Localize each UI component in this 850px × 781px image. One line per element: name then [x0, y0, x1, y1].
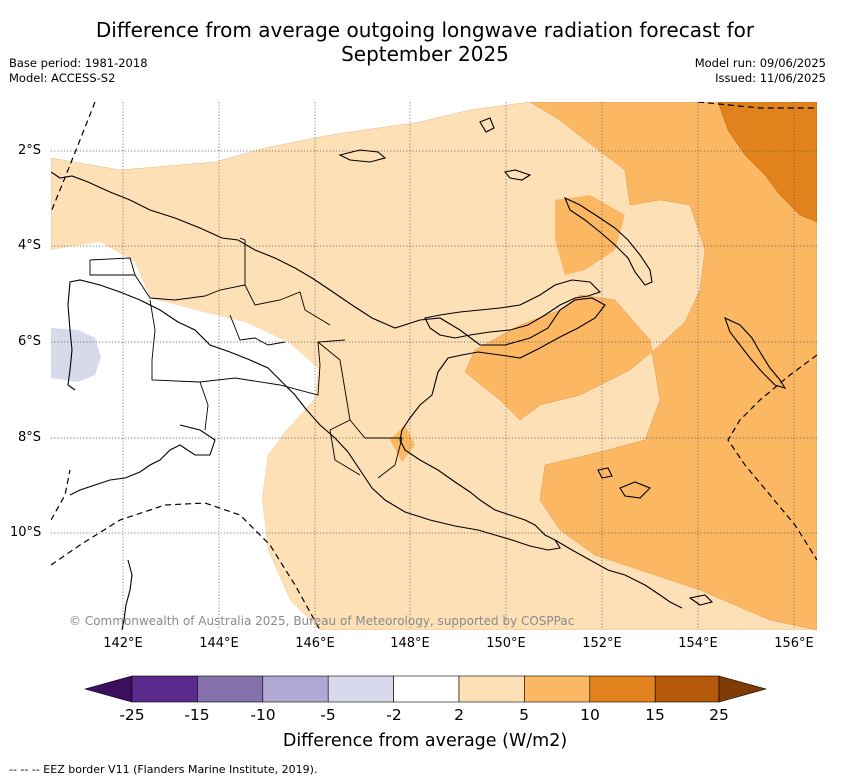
milne-bay-island-coastline	[688, 594, 714, 606]
model-run: Model run: 09/06/2025	[694, 56, 826, 70]
base-period: Base period: 1981-2018	[9, 56, 148, 70]
mussau-coastline	[479, 117, 495, 133]
map-title: Difference from average outgoing longwav…	[0, 18, 850, 66]
colorbar-tick: 5	[519, 706, 529, 724]
colorbar-tick: -5	[320, 706, 336, 724]
colorbar-segment	[197, 675, 264, 703]
colorbar-segment	[524, 675, 591, 703]
anomaly-band-10-15	[717, 102, 817, 223]
lavongai-coastline	[503, 169, 532, 181]
lon-label-152e: 152°E	[582, 636, 622, 651]
meta-left: Base period: 1981-2018 Model: ACCESS-S2	[9, 56, 148, 86]
anomaly-band-5-10-north	[555, 195, 625, 275]
lat-label-2s: 2°S	[18, 143, 42, 158]
lon-label-142e: 142°E	[103, 636, 143, 651]
colorbar-segment	[327, 675, 394, 703]
colorbar-tick: 2	[454, 706, 464, 724]
lat-label-4s: 4°S	[18, 238, 42, 253]
eez-borders	[51, 102, 817, 630]
lon-label-148e: 148°E	[390, 636, 430, 651]
colorbar-label: Difference from average (W/m2)	[282, 731, 568, 751]
issued-date: Issued: 11/06/2025	[715, 71, 826, 85]
manus-coastline	[338, 149, 387, 163]
title-line-1: Difference from average outgoing longwav…	[95, 18, 755, 42]
lat-label-8s: 8°S	[18, 430, 42, 445]
colorbar-segment	[458, 675, 525, 703]
coastlines	[51, 117, 787, 630]
colorbar-segment	[262, 675, 329, 703]
colorbar-tick: -2	[386, 706, 402, 724]
peninsula-coastline	[554, 539, 683, 609]
eez-footnote: -- -- -- EEZ border V11 (Flanders Marine…	[9, 763, 318, 776]
cape-york-coastline	[121, 559, 133, 630]
colorbar-segment	[131, 675, 198, 703]
new-guinea-coastline	[51, 171, 606, 551]
colorbar-tick: -10	[250, 706, 276, 724]
lon-label-156e: 156°E	[774, 636, 814, 651]
colorbar-segment	[393, 675, 460, 703]
meta-right: Model run: 09/06/2025 Issued: 11/06/2025	[695, 56, 826, 86]
bougainville-coastline	[724, 316, 787, 389]
colorbar-tick: 15	[645, 706, 665, 724]
anomaly-band-5-10	[464, 102, 817, 630]
anomaly-band-minus5-minus2	[51, 328, 101, 382]
colorbar-tick: 10	[580, 706, 600, 724]
eez-border-east	[697, 102, 817, 109]
eez-border-west	[51, 469, 71, 521]
new-ireland-coastline	[563, 196, 653, 286]
new-britain-coastline	[424, 279, 602, 339]
colorbar-extend-low	[83, 675, 133, 703]
colorbar-segment	[654, 675, 720, 703]
title-line-2: September 2025	[341, 42, 509, 66]
dentrecasteaux-coastline	[619, 481, 651, 499]
colorbar-tick: -25	[119, 706, 145, 724]
map-panel	[51, 102, 817, 630]
colorbar	[83, 675, 768, 703]
trobriand-coastline	[597, 467, 613, 479]
colorbar-tick: -15	[184, 706, 210, 724]
lat-label-10s: 10°S	[10, 525, 42, 540]
eez-border-north	[51, 102, 96, 213]
province-borders	[89, 237, 403, 479]
colorbar-extend-high	[718, 675, 768, 703]
lon-label-154e: 154°E	[678, 636, 718, 651]
lon-label-144e: 144°E	[199, 636, 239, 651]
copyright-notice: © Commonwealth of Australia 2025, Bureau…	[69, 614, 575, 628]
colorbar-tick: 25	[709, 706, 729, 724]
eez-border-south	[51, 502, 321, 630]
south-coast-coastline	[69, 424, 216, 496]
lon-label-150e: 150°E	[486, 636, 526, 651]
eez-border-southeast	[727, 354, 817, 561]
colorbar-segment	[589, 675, 656, 703]
model-name: Model: ACCESS-S2	[9, 71, 116, 85]
lon-label-146e: 146°E	[295, 636, 335, 651]
lat-label-6s: 6°S	[18, 334, 42, 349]
